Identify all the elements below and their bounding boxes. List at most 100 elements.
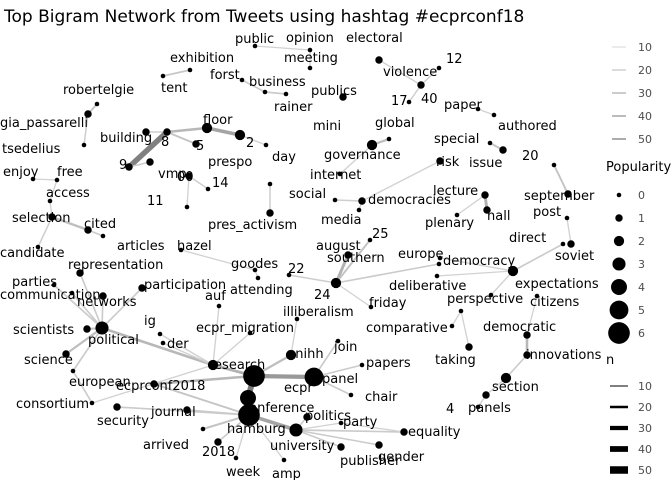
node-equality [400,428,408,436]
node-democracy [507,265,519,277]
edge-representation-political [79,272,103,329]
node-label-publics: publics [311,84,357,99]
legend-n-label-20: 20 [638,401,652,414]
legend-alpha-label-20: 20 [638,64,652,77]
edge-8-5 [166,131,197,145]
node-label-networks: networks [77,295,137,310]
node-gia_passarelli [84,110,92,118]
node-floor [201,122,213,134]
node-label-hazel: hazel [177,239,212,254]
edge-violence-40 [378,59,422,86]
node-label-auf: auf [205,289,226,304]
node-label-comparative: comparative [366,321,448,336]
node-label-5: 5 [196,139,204,154]
node-social [332,197,338,203]
node-section [500,372,512,384]
node-label-politics: politics [305,409,351,424]
node-ig [157,331,163,337]
legend-popularity: 0 1 2 3 4 5 6 [608,189,645,344]
edge-european-political [72,327,103,372]
node-label-illiberalism: illiberalism [283,305,354,320]
edge-hazel-goodes [180,249,256,271]
node-label-citizens: citizens [530,295,580,310]
node-selection [48,213,56,221]
node-research [207,359,219,371]
node-journal [183,406,191,414]
node-label-consortium: consortium [16,397,89,412]
node-label-gender: gender [378,450,425,465]
node-candidate [35,244,41,250]
legend-pop-key-3 [612,257,626,271]
edge-business-rainer [264,91,287,95]
node-label-00: 00 [177,170,194,185]
node-label-mini: mini [313,119,341,134]
edge-paper-authored [477,108,495,116]
node-label-day: day [272,150,296,165]
edge-risk-democracies [361,160,441,202]
legend: 10 20 30 40 50 Popularity 0 1 2 3 4 5 6 n 10 20 30 40… [606,41,671,477]
node-label-post: post [533,205,561,220]
node-label-europe: europe [398,247,444,262]
node-der [160,340,166,346]
node-label-ig: ig [144,314,156,329]
edge-forst-business [241,79,266,93]
node-label-public: public [235,32,274,47]
node-label-articles: articles [117,239,165,254]
node-democracies [358,197,366,205]
edge-perspective-comparative [451,310,462,327]
node-pres_activism [266,209,274,217]
node-week [233,455,239,461]
node-label-enjoy: enjoy [3,165,39,180]
node-attending [255,275,261,281]
legend-pop-label-0: 0 [638,189,645,202]
node-ecpr_migration [247,330,253,336]
node-publisher [337,443,345,451]
legend-alpha-label-30: 30 [638,87,652,100]
node-unihh [285,349,297,361]
node-label-science: science [24,353,73,368]
edge-00-14 [188,175,209,190]
legend-pop-key-1 [615,214,623,222]
node-5 [192,140,200,148]
node-label-9: 9 [119,158,127,173]
node-panels [482,391,490,399]
node-label-11: 11 [147,194,164,209]
node-8 [163,128,171,136]
node-label-selection: selection [12,211,70,226]
node-label-representation: representation [68,258,163,273]
node-label-innovations: innovations [526,348,602,363]
node-science [62,350,70,358]
node-democratic [523,331,531,339]
node-comparative [449,323,455,329]
node-label-goodes: goodes [231,257,278,272]
node-label-plenary: plenary [425,216,474,231]
legend-pop-label-3: 3 [638,258,645,271]
legend-popularity-title: Popularity [606,160,671,175]
node-label-forst: forst [210,68,240,83]
node-governance [366,139,378,151]
node-label-lecture: lecture [433,184,478,199]
node-scientists [83,325,91,333]
node-access [47,198,53,204]
node-join [335,338,341,344]
node-parties [51,282,57,288]
node-label-conference: conference [242,401,314,416]
node-label-panels: panels [468,401,511,416]
node-label-special: special [434,132,479,147]
edge-25-24 [335,239,371,284]
node-24 [330,277,342,289]
edge-12-40 [420,67,440,86]
node-risk [436,157,444,165]
node-consortium [89,400,95,406]
edge-university-party [295,422,342,431]
node-label-participation: participation [144,278,226,293]
node-label-25: 25 [372,227,389,242]
legend-pop-key-0 [616,192,622,198]
node-label-hall: hall [487,209,510,224]
node-label-tsedelius: tsedelius [2,142,61,157]
legend-pop-label-4: 4 [638,281,645,294]
node-label-robertelgie: robertelgie [63,83,134,98]
node-perspective [458,308,464,314]
node-label-september: september [524,189,595,204]
node-4 [475,404,481,410]
